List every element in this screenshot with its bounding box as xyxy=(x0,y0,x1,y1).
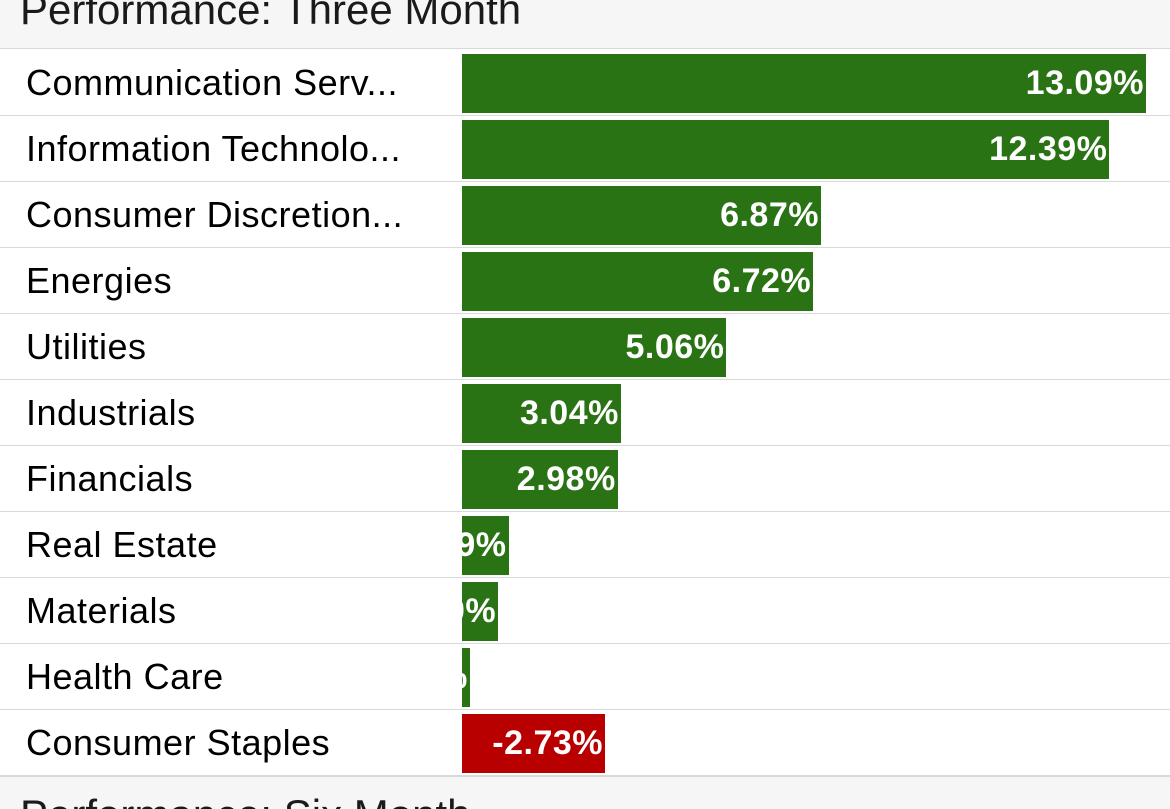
chart-row[interactable]: Real Estate 0.89% xyxy=(0,512,1170,578)
bar-track: -2.73% xyxy=(462,714,1162,773)
bar-track: 6.72% xyxy=(462,252,1162,311)
category-label: Financials xyxy=(26,458,194,499)
bar: 0.69% xyxy=(462,582,499,641)
bar-value-label: 6.87% xyxy=(720,196,819,234)
category-label: Real Estate xyxy=(26,524,218,565)
bar-track: 3.04% xyxy=(462,384,1162,443)
bar-track: 0.69% xyxy=(462,582,1162,641)
section-title: Performance: Three Month xyxy=(20,0,522,33)
bar: 12.39% xyxy=(462,120,1110,179)
chart-row[interactable]: Communication Serv... 13.09% xyxy=(0,50,1170,116)
bar-track: 6.87% xyxy=(462,186,1162,245)
chart-row[interactable]: Health Care 0.15% xyxy=(0,644,1170,710)
chart-row[interactable]: Consumer Staples -2.73% xyxy=(0,710,1170,776)
bar-value-label: 0.89% xyxy=(462,526,507,564)
category-label: Health Care xyxy=(26,656,224,697)
bar: 3.04% xyxy=(462,384,621,443)
category-label: Consumer Discretion... xyxy=(26,194,404,235)
bar-track: 2.98% xyxy=(462,450,1162,509)
category-label: Materials xyxy=(26,590,177,631)
bar: 0.15% xyxy=(462,648,470,707)
bar: 5.06% xyxy=(462,318,727,377)
category-label: Industrials xyxy=(26,392,196,433)
bar-track: 0.89% xyxy=(462,516,1162,575)
bar-value-label: 2.98% xyxy=(516,460,616,498)
category-label: Utilities xyxy=(26,326,147,367)
section-title-next: Performance: Six Month xyxy=(20,791,471,809)
bar-value-label: 5.06% xyxy=(625,328,725,366)
bar-value-label: 12.39% xyxy=(989,130,1108,168)
category-label: Communication Serv... xyxy=(26,62,398,103)
bar-value-label: -2.73% xyxy=(492,724,603,762)
bar-value-label: 0.15% xyxy=(462,648,468,707)
bar-value-label: 0.69% xyxy=(462,592,497,630)
chart-row[interactable]: Materials 0.69% xyxy=(0,578,1170,644)
bar-value-label: 13.09% xyxy=(1025,64,1144,102)
bar-track: 5.06% xyxy=(462,318,1162,377)
bar-track: 12.39% xyxy=(462,120,1162,179)
category-label: Consumer Staples xyxy=(26,722,331,763)
bar-track: 13.09% xyxy=(462,54,1162,113)
bar-track: 0.15% xyxy=(462,648,1162,707)
chart-row[interactable]: Financials 2.98% xyxy=(0,446,1170,512)
bar: -2.73% xyxy=(462,714,605,773)
bar: 13.09% xyxy=(462,54,1146,113)
category-label: Energies xyxy=(26,260,173,301)
category-label: Information Technolo... xyxy=(26,128,402,169)
chart-row[interactable]: Information Technolo... 12.39% xyxy=(0,116,1170,182)
bar: 2.98% xyxy=(462,450,618,509)
bar-value-label: 3.04% xyxy=(519,394,619,432)
chart-row[interactable]: Energies 6.72% xyxy=(0,248,1170,314)
chart-row[interactable]: Industrials 3.04% xyxy=(0,380,1170,446)
bar: 6.87% xyxy=(462,186,821,245)
section-header-three-month: Performance: Three Month xyxy=(0,0,1170,49)
chart-row[interactable]: Utilities 5.06% xyxy=(0,314,1170,380)
section-header-six-month: Performance: Six Month xyxy=(0,776,1170,809)
bar-value-label: 6.72% xyxy=(712,262,812,300)
chart-row[interactable]: Consumer Discretion... 6.87% xyxy=(0,182,1170,248)
bar: 0.89% xyxy=(462,516,509,575)
bar: 6.72% xyxy=(462,252,814,311)
